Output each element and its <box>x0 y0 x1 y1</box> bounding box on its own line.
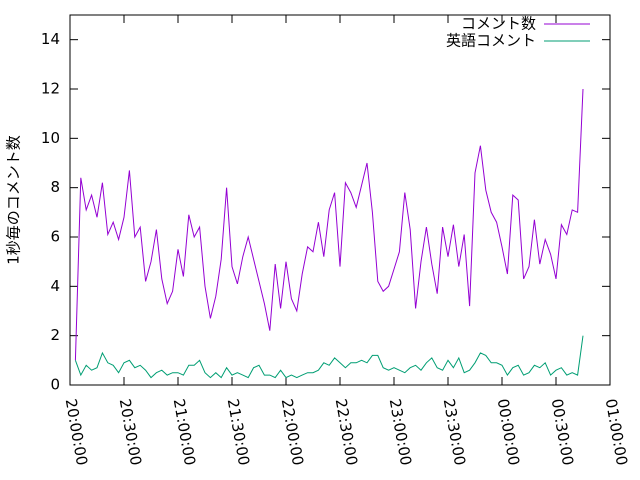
y-tick-label: 10 <box>41 129 60 147</box>
y-tick-label: 8 <box>50 178 60 196</box>
x-tick-label: 22:00:00 <box>278 397 307 466</box>
y-tick-label: 4 <box>50 277 60 295</box>
x-tick-label: 00:30:00 <box>548 397 577 466</box>
y-tick-label: 0 <box>50 376 60 394</box>
x-tick-label: 23:00:00 <box>386 397 415 466</box>
y-axis-label: 1秒毎のコメント数 <box>5 135 23 265</box>
legend-label: 英語コメント <box>446 32 536 50</box>
legend-label: コメント数 <box>461 15 536 33</box>
plot-frame <box>69 14 611 386</box>
x-tick-label: 21:30:00 <box>224 397 253 466</box>
x-tick-label: 01:00:00 <box>602 397 631 466</box>
x-tick-label: 20:30:00 <box>116 397 145 466</box>
y-tick-label: 14 <box>41 30 60 48</box>
x-tick-label: 22:30:00 <box>332 397 361 466</box>
x-tick-label: 23:30:00 <box>440 397 469 466</box>
series-line <box>74 335 584 379</box>
y-tick-label: 2 <box>50 326 60 344</box>
y-tick-label: 12 <box>41 80 60 98</box>
x-tick-label: 20:00:00 <box>62 397 91 466</box>
x-tick-label: 00:00:00 <box>494 397 523 466</box>
y-tick-label: 6 <box>50 228 60 246</box>
x-tick-label: 21:00:00 <box>170 397 199 466</box>
series-line <box>74 88 584 361</box>
